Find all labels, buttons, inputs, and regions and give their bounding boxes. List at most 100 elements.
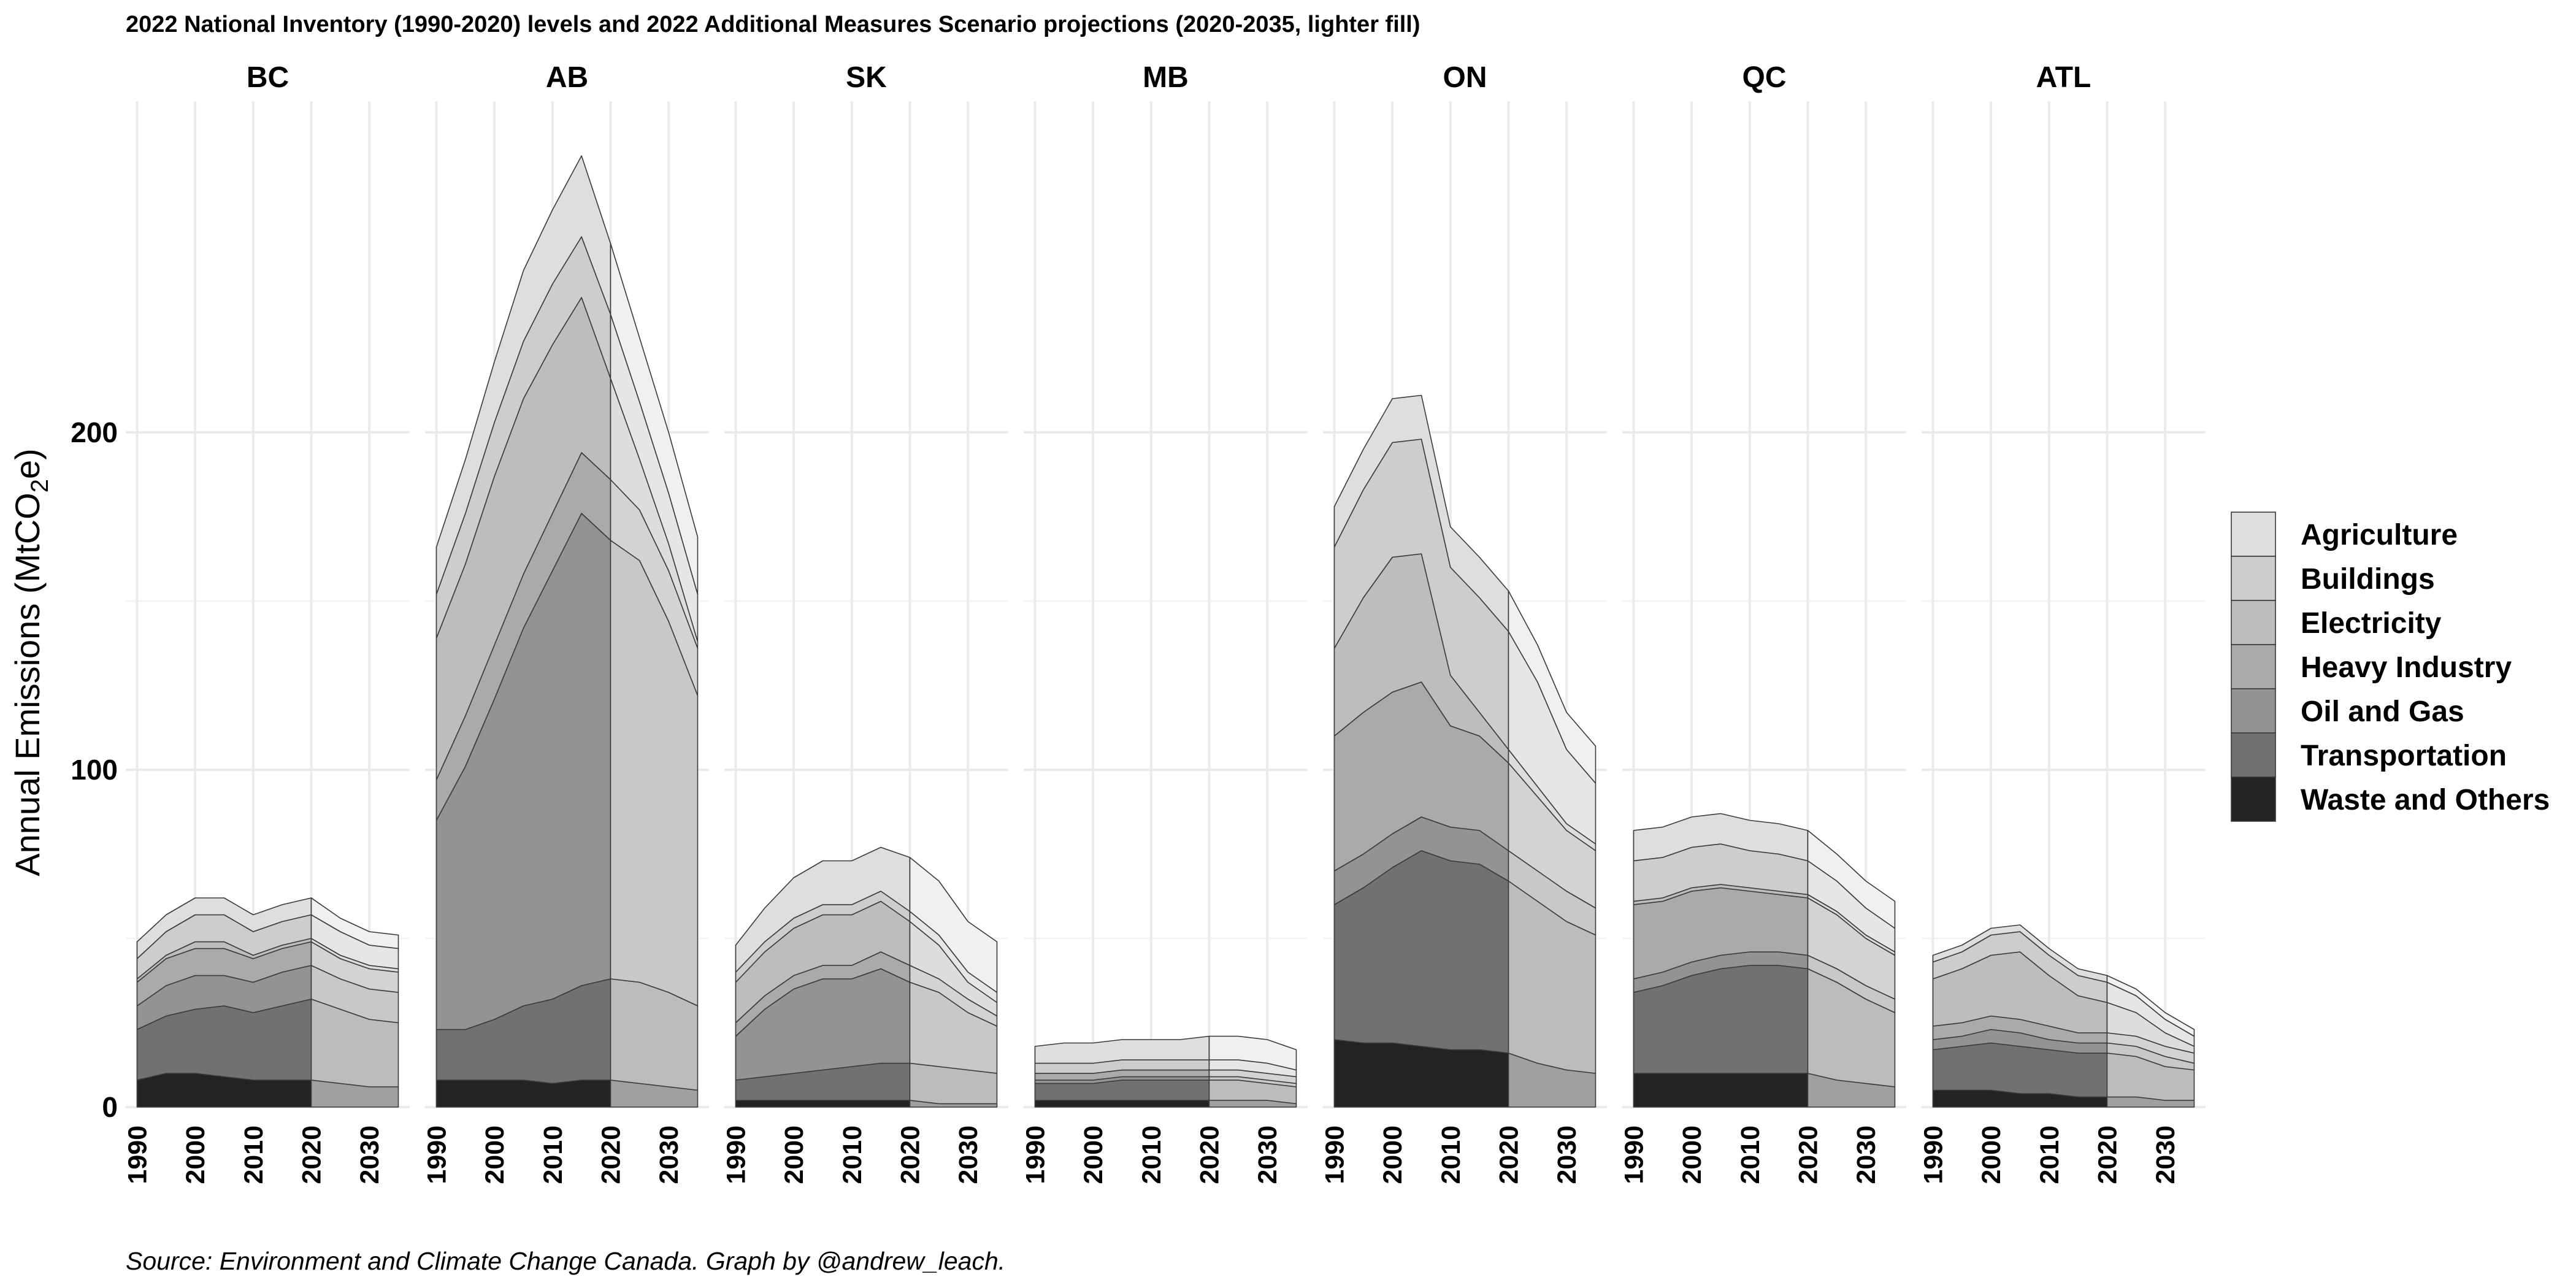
x-tick-label: 2000	[480, 1125, 510, 1184]
x-tick-label: 2030	[355, 1125, 385, 1184]
panel-areas	[1333, 394, 1597, 1108]
y-axis-label-end: e)	[8, 448, 47, 479]
y-axis-label-main: Annual Emissions (MtCO	[8, 493, 47, 876]
legend: Agriculture Buildings Electricity Heavy Ind…	[2231, 512, 2550, 822]
panel-areas	[435, 155, 699, 1108]
panel-on: ON 1990 2000 2010 2020 2030	[1321, 61, 1607, 1184]
legend-label: Transportation	[2301, 740, 2507, 772]
panel-label: ON	[1443, 61, 1487, 94]
x-tick-label: 2030	[1253, 1125, 1282, 1184]
x-tick-label: 2010	[1436, 1125, 1466, 1184]
x-tick-label: 2020	[2093, 1125, 2122, 1184]
legend-label: Electricity	[2301, 607, 2442, 640]
chart-title: 2022 National Inventory (1990-2020) leve…	[126, 12, 1420, 37]
legend-key	[2231, 732, 2276, 778]
area-waste-and-others-historical	[735, 1100, 911, 1108]
panel-bc: BC 1990 2000 2010 2020 2030	[123, 61, 410, 1184]
y-axis-label-subscript: 2	[26, 479, 53, 493]
area-agriculture-projection	[2106, 975, 2195, 1037]
panel-areas	[136, 897, 399, 1108]
x-tick-label: 2030	[1552, 1125, 1582, 1184]
panel-label: AB	[546, 61, 588, 94]
x-tick-label: 1990	[1321, 1125, 1350, 1184]
x-tick-label: 1990	[722, 1125, 751, 1184]
x-tick-label: 2000	[1378, 1125, 1408, 1184]
legend-key	[2231, 644, 2276, 689]
x-tick-label: 2010	[539, 1125, 568, 1184]
area-agriculture-historical	[1034, 1035, 1210, 1064]
panel-mb: MB 1990 2000 2010 2020 2030	[1021, 61, 1308, 1184]
x-tick-label: 2020	[1195, 1125, 1224, 1184]
x-tick-label: 1990	[1620, 1125, 1649, 1184]
x-tick-label: 2020	[596, 1125, 626, 1184]
x-tick-labels: 1990 2000 2010 2020 2030	[423, 1125, 684, 1184]
x-tick-label: 1990	[1021, 1125, 1051, 1184]
x-tick-label: 2010	[2035, 1125, 2064, 1184]
legend-item-electricity: Electricity	[2231, 600, 2442, 645]
panel-sk: SK 1990 2000 2010 2020 2030	[722, 61, 1008, 1184]
x-tick-labels: 1990 2000 2010 2020 2030	[1620, 1125, 1882, 1184]
legend-item-agriculture: Agriculture	[2231, 512, 2458, 557]
panel-atl: ATL 1990 2000 2010 2020 2030	[1919, 61, 2206, 1184]
x-tick-label: 2030	[654, 1125, 684, 1184]
legend-item-waste-and-others: Waste and Others	[2231, 776, 2550, 822]
legend-label: Waste and Others	[2301, 784, 2550, 816]
y-tick-label: 0	[102, 1091, 118, 1123]
x-tick-label: 2010	[838, 1125, 867, 1184]
x-tick-labels: 1990 2000 2010 2020 2030	[722, 1125, 984, 1184]
panel-grid	[1024, 101, 1308, 1108]
area-agriculture-projection	[310, 897, 399, 949]
area-waste-and-others-historical	[1633, 1073, 1809, 1108]
y-axis-ticks: 0 100 200	[71, 416, 118, 1123]
panel-ab: AB 1990 2000 2010 2020 2030	[423, 61, 709, 1184]
area-agriculture-projection	[610, 243, 699, 595]
panel-areas	[1633, 813, 1896, 1108]
legend-key	[2231, 600, 2276, 645]
x-tick-label: 2000	[780, 1125, 809, 1184]
x-tick-labels: 1990 2000 2010 2020 2030	[1021, 1125, 1283, 1184]
legend-item-transportation: Transportation	[2231, 732, 2507, 778]
x-tick-label: 1990	[423, 1125, 452, 1184]
legend-label: Buildings	[2301, 563, 2435, 596]
y-axis-label: Annual Emissions (MtCO2e)	[8, 448, 53, 876]
panel-label: SK	[846, 61, 887, 94]
panel-areas	[1932, 924, 2195, 1108]
legend-key	[2231, 688, 2276, 734]
x-tick-label: 2020	[895, 1125, 925, 1184]
x-tick-label: 2020	[1494, 1125, 1524, 1184]
legend-label: Oil and Gas	[2301, 696, 2464, 728]
chart-caption: Source: Environment and Climate Change C…	[126, 1247, 1005, 1275]
x-tick-label: 1990	[1919, 1125, 1949, 1184]
panel-label: BC	[247, 61, 289, 94]
legend-item-oil-and-gas: Oil and Gas	[2231, 688, 2464, 734]
legend-key	[2231, 776, 2276, 822]
chart-panels: BC 1990 2000 2010 2020 2030 AB 1990 2000 2010 2020…	[123, 61, 2206, 1184]
x-tick-label: 2000	[181, 1125, 210, 1184]
x-tick-label: 2010	[239, 1125, 269, 1184]
panel-label: ATL	[2036, 61, 2091, 94]
x-tick-label: 2030	[1852, 1125, 1881, 1184]
legend-key	[2231, 512, 2276, 557]
area-agriculture-projection	[1508, 590, 1597, 784]
x-tick-label: 1990	[123, 1125, 153, 1184]
x-tick-label: 2000	[1977, 1125, 2006, 1184]
x-tick-labels: 1990 2000 2010 2020 2030	[1321, 1125, 1582, 1184]
panel-label: QC	[1742, 61, 1787, 94]
x-tick-label: 2020	[297, 1125, 326, 1184]
legend-key	[2231, 556, 2276, 601]
x-tick-label: 2030	[954, 1125, 983, 1184]
x-tick-label: 2010	[1137, 1125, 1167, 1184]
panel-areas	[735, 846, 998, 1108]
legend-item-buildings: Buildings	[2231, 556, 2435, 601]
x-tick-labels: 1990 2000 2010 2020 2030	[1919, 1125, 2181, 1184]
area-agriculture-projection	[1208, 1035, 1297, 1071]
panel-grid	[1922, 101, 2206, 1108]
area-agriculture-projection	[1807, 830, 1896, 929]
x-tick-label: 2000	[1079, 1125, 1108, 1184]
x-tick-label: 2030	[2151, 1125, 2180, 1184]
x-tick-label: 2020	[1793, 1125, 1823, 1184]
legend-label: Heavy Industry	[2301, 651, 2512, 684]
y-tick-label: 100	[71, 754, 118, 786]
x-tick-labels: 1990 2000 2010 2020 2030	[123, 1125, 385, 1184]
